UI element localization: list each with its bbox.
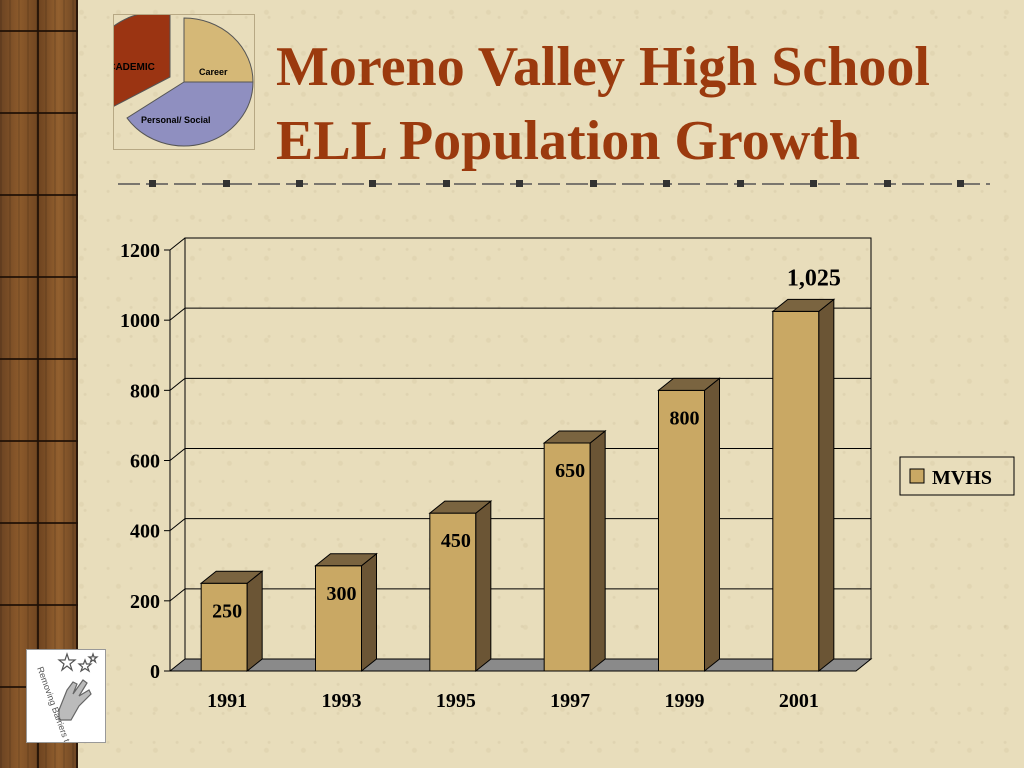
gridline-diagonal xyxy=(169,307,186,321)
data-label: 650 xyxy=(555,460,585,482)
bar-top xyxy=(428,500,493,514)
gridline-diagonal xyxy=(169,448,186,461)
chart-floor xyxy=(168,658,873,672)
pie-segment-personal xyxy=(126,81,254,147)
legend-box xyxy=(899,456,1015,496)
wood-border-grid xyxy=(0,0,78,768)
bar-top xyxy=(314,553,378,567)
bar-front xyxy=(200,582,248,672)
bar-1999 xyxy=(657,377,721,673)
legend-label: MVHS xyxy=(932,467,992,489)
bar-1993 xyxy=(314,552,378,673)
pie-label-career: Career xyxy=(199,67,228,77)
gridline-diagonal xyxy=(169,377,186,391)
bar-side xyxy=(589,429,606,673)
pie-label-academic: ACADEMIC xyxy=(114,62,155,73)
slide-title: Moreno Valley High School ELL Population… xyxy=(276,30,930,178)
gridline-diagonal xyxy=(169,518,186,532)
gridline-diagonal xyxy=(169,237,186,251)
y-tick-label: 800 xyxy=(130,380,160,402)
bar-side xyxy=(246,570,263,673)
x-tick-label: 1993 xyxy=(322,690,362,712)
pie-segment-career xyxy=(183,17,254,83)
title-line-2: ELL Population Growth xyxy=(276,110,861,172)
stars-hand-icon xyxy=(57,652,99,721)
y-tick-label: 600 xyxy=(130,451,160,473)
data-label: 450 xyxy=(441,530,471,552)
bar-front xyxy=(658,389,705,672)
x-tick-label: 1997 xyxy=(550,690,590,712)
data-label: 800 xyxy=(670,407,700,429)
bar-side xyxy=(361,552,377,673)
bar-top xyxy=(771,298,836,312)
legend-swatch xyxy=(909,468,925,484)
x-tick-label: 2001 xyxy=(779,690,819,712)
counseling-pie-icon: ACADEMIC Career Personal/ Social xyxy=(113,14,255,150)
y-tick-label: 1200 xyxy=(120,240,160,262)
data-label: 300 xyxy=(327,583,357,605)
bar-top xyxy=(542,430,607,444)
bar-front xyxy=(543,442,591,672)
data-label: 250 xyxy=(212,600,242,622)
bar-2001 xyxy=(771,298,836,673)
title-line-1: Moreno Valley High School xyxy=(276,36,930,98)
y-tick-label: 200 xyxy=(130,591,160,613)
bar-front xyxy=(772,310,820,672)
x-tick-label: 1991 xyxy=(207,690,247,712)
pie-label-personal: Personal/ Social xyxy=(141,115,211,125)
bar-side xyxy=(704,377,720,673)
bar-1997 xyxy=(542,429,607,673)
bar-side xyxy=(475,500,492,673)
x-tick-label: 1999 xyxy=(665,690,705,712)
title-divider xyxy=(118,180,990,187)
bar-side xyxy=(818,298,835,673)
bar-front xyxy=(429,512,477,672)
removing-barriers-logo: Removing Barriers to Learning xyxy=(26,649,106,768)
bar-top xyxy=(199,570,264,584)
bar-front xyxy=(315,565,362,672)
data-label: 1,025 xyxy=(787,265,841,291)
bar-1995 xyxy=(428,500,493,673)
y-tick-label: 400 xyxy=(130,521,160,543)
pie-segment-academic xyxy=(114,15,171,107)
bar-top xyxy=(657,377,721,391)
bar-1991 xyxy=(199,570,264,673)
x-tick-label: 1995 xyxy=(436,690,476,712)
gridline-diagonal xyxy=(169,588,186,602)
y-tick-label: 0 xyxy=(150,661,160,683)
y-tick-label: 1000 xyxy=(120,310,160,332)
